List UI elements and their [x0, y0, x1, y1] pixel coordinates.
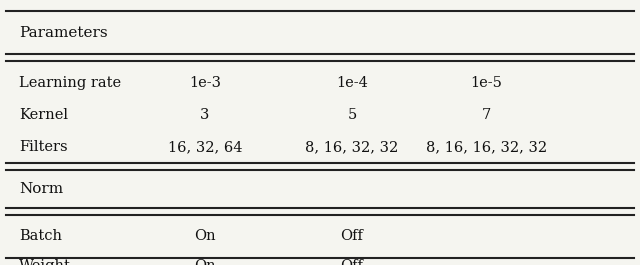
Text: Norm: Norm [19, 183, 63, 196]
Text: Batch: Batch [19, 229, 62, 243]
Text: Kernel: Kernel [19, 108, 68, 122]
Text: 8, 16, 16, 32, 32: 8, 16, 16, 32, 32 [426, 140, 547, 154]
Text: Filters: Filters [19, 140, 68, 154]
Text: 16, 32, 64: 16, 32, 64 [168, 140, 242, 154]
Text: 8, 16, 32, 32: 8, 16, 32, 32 [305, 140, 399, 154]
Text: On: On [194, 229, 216, 243]
Text: 1e-4: 1e-4 [336, 77, 368, 90]
Text: Off: Off [340, 259, 364, 265]
Text: Weight: Weight [19, 259, 71, 265]
Text: 5: 5 [348, 108, 356, 122]
Text: 1e-5: 1e-5 [470, 77, 502, 90]
Text: 1e-3: 1e-3 [189, 77, 221, 90]
Text: Parameters: Parameters [19, 26, 108, 40]
Text: Learning rate: Learning rate [19, 77, 122, 90]
Text: 7: 7 [482, 108, 491, 122]
Text: On: On [194, 259, 216, 265]
Text: 3: 3 [200, 108, 209, 122]
Text: Off: Off [340, 229, 364, 243]
